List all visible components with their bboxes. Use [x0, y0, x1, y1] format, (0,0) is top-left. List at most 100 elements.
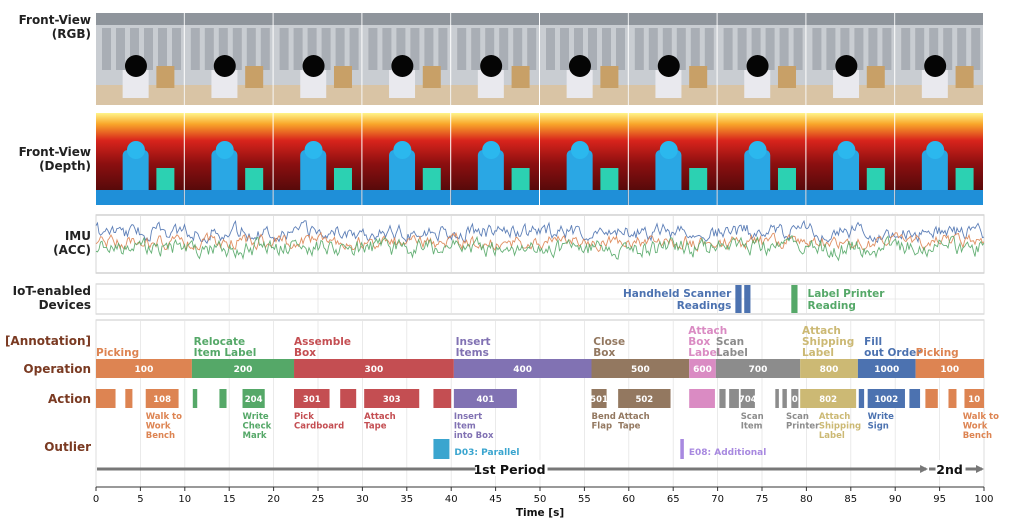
operation-bar-label: 300 [365, 365, 384, 375]
depth-frame [184, 113, 273, 205]
rgb-frame-shelf [751, 28, 761, 70]
operation-bar-label: 500 [631, 365, 650, 375]
action-row-label: Action [47, 392, 91, 406]
rgb-frame-box [866, 66, 885, 88]
depth-row-label-line1: Front-View [18, 145, 91, 159]
action-bar [192, 389, 198, 408]
depth-frame-head [215, 141, 234, 159]
rgb-frame-shelf [190, 28, 200, 70]
depth-frame-floor [806, 190, 895, 205]
rgb-frame-shelf [915, 28, 925, 70]
rgb-frame-shelf [144, 28, 153, 70]
action-bar [800, 389, 857, 408]
action-bar [964, 389, 984, 408]
rgb-frame-shelf [690, 28, 700, 70]
rgb-frame-box [333, 66, 352, 88]
rgb-frame-box [245, 66, 264, 88]
action-bar [340, 389, 357, 408]
action-bar [740, 389, 755, 408]
outlier-row-label: Outlier [44, 440, 91, 454]
rgb-frame [540, 13, 628, 105]
rgb-frame-shelf [723, 28, 733, 70]
depth-frame [273, 113, 362, 205]
rgb-frame-shelf [957, 28, 967, 70]
rgb-frame-shelf [410, 28, 420, 70]
operation-label: Insert Items [456, 336, 491, 359]
depth-frame-person [833, 150, 860, 202]
operation-bar [800, 359, 858, 378]
action-caption: Walk to Work Bench [963, 412, 999, 441]
iot-row-label-line1: IoT-enabled [12, 284, 91, 298]
rgb-frame-ceiling [273, 13, 362, 25]
rgb-frame-shelf [102, 28, 111, 70]
imu-series-line [95, 234, 985, 262]
period-label: 1st Period [473, 462, 545, 477]
rgb-frame [96, 13, 184, 105]
rgb-frame-shelf [246, 28, 256, 70]
operation-bar [591, 359, 690, 378]
rgb-frame-shelf [765, 28, 775, 70]
rgb-frame-person-head-mask [391, 55, 414, 77]
rgb-frame-box [511, 66, 530, 88]
rgb-frame-ceiling [184, 13, 273, 25]
operation-row-label: Operation [23, 362, 91, 376]
rgb-frame-shelf [368, 28, 378, 70]
x-axis-tick-label: 95 [933, 494, 946, 505]
depth-frame-head [659, 141, 678, 159]
x-axis-tick-label: 40 [445, 494, 458, 505]
iot-event-bar [735, 285, 742, 313]
depth-frame-head [393, 141, 412, 159]
depth-frame [362, 113, 451, 205]
x-axis-tick-label: 30 [356, 494, 369, 505]
rgb-frame-shelf [882, 28, 892, 70]
action-bar-label: 303 [383, 395, 401, 405]
action-bar [858, 389, 865, 408]
x-axis-tick-label: 25 [312, 494, 325, 505]
iot-row-label: IoT-enabled Devices [13, 284, 91, 312]
depth-frame-floor [96, 190, 184, 205]
imu-row-label-line2: (ACC) [53, 243, 91, 257]
rgb-frame [362, 13, 451, 105]
rgb-frame-shelf [307, 28, 317, 70]
operation-bar [453, 359, 592, 378]
x-axis-tick-label: 65 [667, 494, 680, 505]
depth-frame-head [926, 141, 945, 159]
action-bar [775, 389, 779, 408]
action-caption: Insert Item into Box [454, 412, 494, 441]
rgb-frame-shelf [218, 28, 228, 70]
rgb-frame-shelf [648, 28, 658, 70]
action-caption: Attach Tape [364, 412, 396, 432]
action-bar [96, 389, 116, 408]
depth-frame-head [570, 141, 589, 159]
depth-frame [540, 113, 628, 205]
rgb-frame-shelf [574, 28, 583, 70]
action-caption: Scan Item [741, 412, 764, 432]
operation-bar [715, 359, 801, 378]
depth-frame-floor [362, 190, 451, 205]
x-axis-tick-label: 45 [489, 494, 502, 505]
imu-row-label-line1: IMU [64, 229, 91, 243]
iot-device-label: Label Printer Reading [808, 288, 886, 312]
rgb-frame-person-head-mask [657, 55, 680, 77]
operation-bar [294, 359, 454, 378]
rgb-frame-box [422, 66, 441, 88]
operation-bar-label: 200 [234, 365, 253, 375]
rgb-frame-shelf [279, 28, 289, 70]
rgb-frame-shelf [793, 28, 803, 70]
depth-frame-head [126, 141, 145, 159]
x-axis-tick-label: 10 [178, 494, 191, 505]
action-bar-label: 10 [968, 395, 980, 405]
action-caption: Walk to Work Bench [146, 412, 182, 441]
operation-bar-label: 400 [513, 365, 532, 375]
x-axis-tick-label: 35 [400, 494, 413, 505]
action-bar-label: 704 [739, 395, 757, 405]
rgb-frame-ceiling [895, 13, 983, 25]
rgb-frame-shelf [158, 28, 167, 70]
rgb-frame-shelf [260, 28, 270, 70]
action-bar-label: 802 [819, 395, 837, 405]
action-bar [689, 389, 715, 408]
action-bar [791, 389, 799, 408]
rgb-frame-shelf [588, 28, 597, 70]
depth-frame-floor [895, 190, 983, 205]
outlier-bar [680, 439, 684, 459]
